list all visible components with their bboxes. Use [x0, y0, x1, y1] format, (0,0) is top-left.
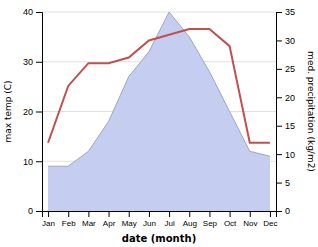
tick: Mar	[82, 211, 96, 228]
tick-mark	[276, 211, 282, 212]
chart: Jan Feb Mar Apr May Jun Jul Aug Sep Oct Nov Dec 0 10 2…	[0, 0, 318, 247]
tick-mark	[36, 62, 42, 63]
tick-mark	[276, 69, 282, 70]
tick: May	[122, 211, 137, 228]
tick: 0	[28, 206, 42, 216]
tick-label: Nov	[243, 219, 257, 228]
tick-label: Dec	[263, 219, 277, 228]
tick: Apr	[103, 211, 116, 228]
tick-mark	[149, 211, 150, 217]
x-axis: Jan Feb Mar Apr May Jun Jul Aug Sep Oct Nov Dec	[42, 211, 277, 228]
tick: Aug	[183, 211, 197, 228]
tick-mark	[270, 211, 271, 217]
tick: 15	[276, 121, 295, 131]
tick: 0	[276, 206, 290, 216]
tick-label: Jan	[42, 219, 55, 228]
tick: Nov	[243, 211, 257, 228]
tick-label: Feb	[62, 219, 76, 228]
marks	[48, 12, 270, 211]
tick-mark	[88, 211, 89, 217]
tick-label: 20	[23, 107, 33, 117]
tick: 10	[276, 150, 295, 160]
axis-line	[277, 13, 283, 212]
y-axis: 0 10 20 30 40	[23, 7, 43, 216]
tick: Oct	[224, 211, 237, 228]
tick-mark	[276, 154, 282, 155]
tick: 40	[23, 7, 42, 17]
tick: Jul	[164, 211, 174, 228]
tick-label: Mar	[82, 219, 96, 228]
tick: 30	[23, 57, 42, 67]
tick-mark	[36, 12, 42, 13]
tick-label: 5	[285, 178, 290, 188]
tick-label: 10	[23, 157, 33, 167]
tick: 20	[23, 107, 42, 117]
tick: 35	[276, 7, 295, 17]
tick-label: 40	[23, 7, 33, 17]
tick-mark	[276, 40, 282, 41]
tick-mark	[68, 211, 69, 217]
tick-label: 20	[285, 93, 295, 103]
tick-label: 10	[285, 150, 295, 160]
tick-label: Jul	[164, 219, 174, 228]
tick-label: 15	[285, 121, 295, 131]
tick-mark	[109, 211, 110, 217]
y2-axis-title: med. precipitation (kg/m2)	[306, 51, 316, 172]
axis-line	[36, 13, 43, 212]
tick-label: Jun	[143, 219, 156, 228]
tick: Jan	[42, 211, 55, 228]
tick-mark	[36, 112, 42, 113]
tick-mark	[276, 97, 282, 98]
grid	[42, 12, 276, 211]
tick-label: Aug	[183, 219, 197, 228]
tick-mark	[209, 211, 210, 217]
tick-mark	[36, 211, 42, 212]
tick-label: 30	[23, 57, 33, 67]
tick-mark	[129, 211, 130, 217]
tick-mark	[230, 211, 231, 217]
tick-label: Sep	[203, 219, 218, 228]
axis-line	[43, 212, 277, 218]
tick-mark	[250, 211, 251, 217]
tick: 10	[23, 157, 42, 167]
tick: 20	[276, 93, 295, 103]
y2-axis: 0 5 10 15 20 25 30 35	[276, 7, 295, 216]
tick-mark	[36, 161, 42, 162]
tick-label: 0	[285, 206, 290, 216]
tick-mark	[276, 183, 282, 184]
tick: 5	[276, 178, 290, 188]
line	[48, 29, 270, 143]
x-axis-title: date (month)	[122, 233, 196, 244]
tick-mark	[189, 211, 190, 217]
tick-label: May	[122, 219, 137, 228]
tick: Jun	[143, 211, 156, 228]
tick-mark	[276, 12, 282, 13]
tick-mark	[169, 211, 170, 217]
area	[48, 12, 270, 211]
plot: Jan Feb Mar Apr May Jun Jul Aug Sep Oct Nov Dec 0 10 2…	[23, 7, 295, 227]
tick: 25	[276, 64, 295, 74]
tick-label: Oct	[224, 219, 237, 228]
y-axis-title: max temp (C)	[3, 80, 13, 142]
tick-label: Apr	[103, 219, 116, 228]
tick-label: 30	[285, 36, 295, 46]
tick-mark	[48, 211, 49, 217]
tick: Dec	[263, 211, 277, 228]
tick-label: 25	[285, 64, 295, 74]
tick: Sep	[203, 211, 218, 228]
grid-line	[42, 12, 276, 13]
tick-label: 0	[28, 206, 33, 216]
tick-label: 35	[285, 7, 295, 17]
area-edge	[48, 12, 270, 166]
tick-mark	[276, 126, 282, 127]
tick: Feb	[62, 211, 76, 228]
tick: 30	[276, 36, 295, 46]
